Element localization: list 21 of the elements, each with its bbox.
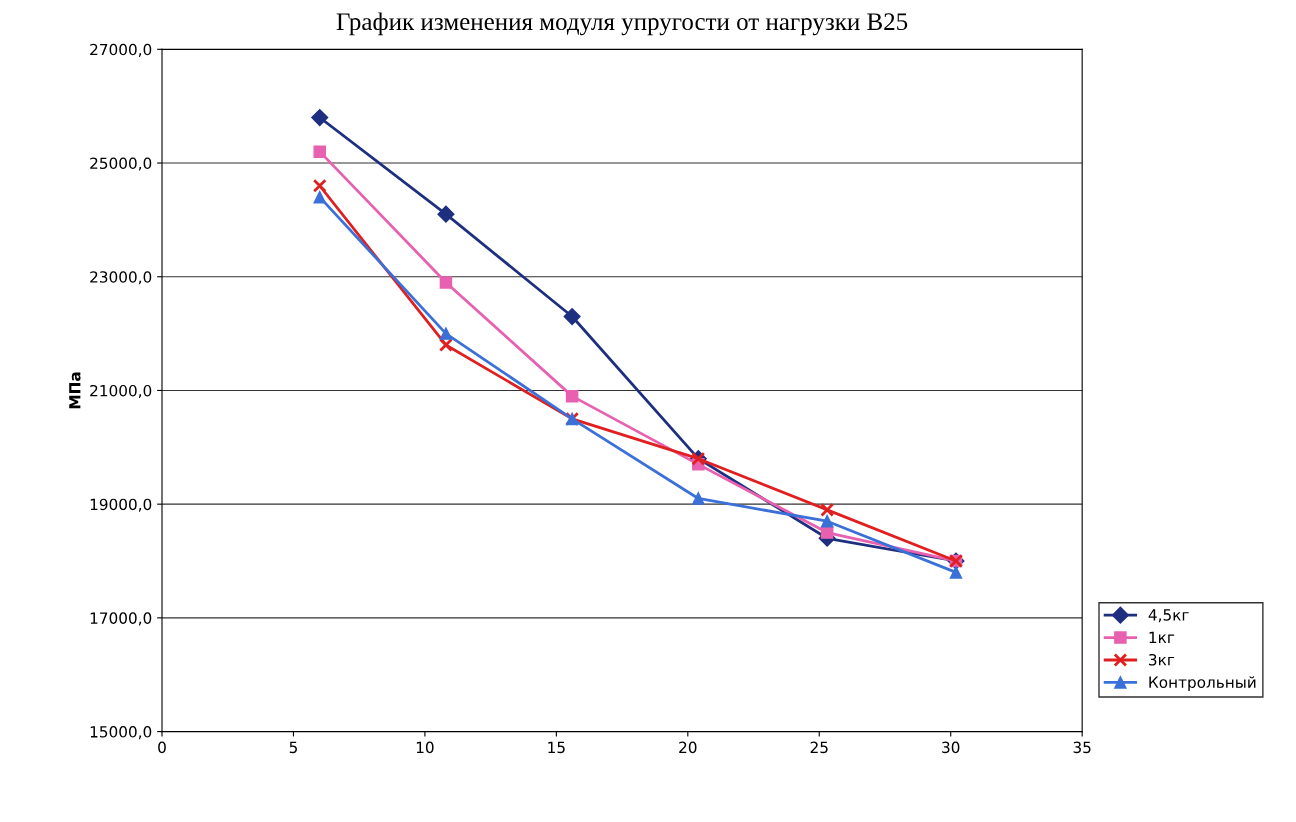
x-tick-label: 15 [548,741,565,754]
legend-label: Контрольный [1149,676,1256,691]
legend-label: 4,5кг [1148,609,1189,623]
y-tick-label: 15000,0 [90,726,152,740]
y-tick-label: 17000,0 [90,612,152,626]
x-tick-label: 0 [158,741,166,754]
y-tick-label: 23000,0 [90,271,152,285]
y-tick-label: 25000,0 [90,157,152,171]
chart-title: График изменения модуля упругости от нагрузки В25 [336,12,908,36]
legend-label: 3кг [1149,654,1175,666]
legend-label: 1кг [1149,631,1175,643]
y-tick-label: 21000,0 [90,384,152,399]
x-tick-label: 5 [289,741,297,754]
x-tick-label: 10 [416,741,434,754]
x-tick-label: 30 [942,741,960,754]
y-axis-title: МПа [69,372,81,409]
y-tick-label: 27000,0 [90,43,152,57]
y-tick-label: 19000,0 [90,498,152,512]
x-tick-label: 35 [1073,741,1091,754]
x-tick-label: 25 [810,741,828,754]
x-tick-label: 20 [679,741,697,754]
